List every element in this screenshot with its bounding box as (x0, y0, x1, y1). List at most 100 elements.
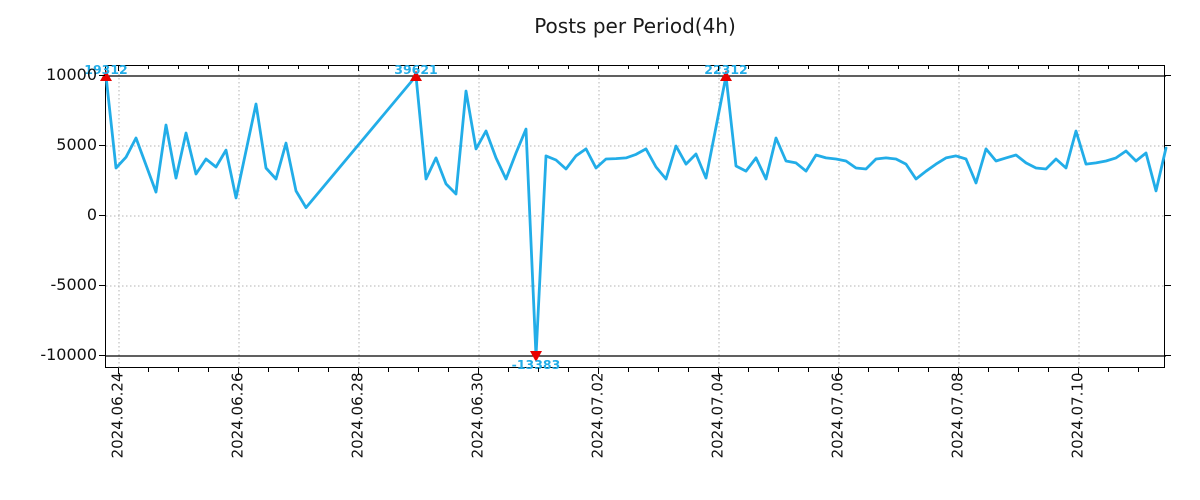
x-minor-tick (807, 368, 809, 372)
y-tick-label: -5000 (50, 275, 98, 294)
x-tick-label: 2024.06.28 (348, 372, 367, 459)
x-top-tick (657, 66, 659, 69)
y-right-tick (1165, 144, 1171, 146)
x-minor-tick (507, 368, 509, 372)
x-minor-tick (447, 368, 449, 372)
x-top-tick (987, 66, 989, 69)
x-top-tick (717, 66, 719, 71)
x-top-tick (237, 66, 239, 71)
data-line (104, 74, 1168, 358)
y-right-tick (1165, 74, 1171, 76)
x-minor-tick (387, 368, 389, 372)
x-top-tick (357, 66, 359, 71)
max-marker-icon (720, 70, 732, 81)
x-top-tick (327, 66, 329, 69)
y-left-tick (99, 214, 105, 216)
x-top-tick (687, 66, 689, 69)
x-major-tick (597, 368, 599, 374)
x-top-tick (1107, 66, 1109, 69)
annotation-value: -13383 (512, 357, 561, 372)
x-tick-label: 2024.07.02 (588, 372, 607, 459)
x-top-tick (1047, 66, 1049, 69)
x-tick-label: 2024.07.06 (828, 372, 847, 459)
x-minor-tick (1107, 368, 1109, 372)
x-minor-tick (747, 368, 749, 372)
x-minor-tick (1017, 368, 1019, 372)
y-left-tick (99, 354, 105, 356)
plot-area: 19312 39621 22312 -13383 (84, 62, 1168, 372)
x-top-tick (837, 66, 839, 71)
x-top-tick (147, 66, 149, 69)
x-minor-tick (207, 368, 209, 372)
x-minor-tick (627, 368, 629, 372)
x-top-tick (747, 66, 749, 69)
x-major-tick (837, 368, 839, 374)
x-major-tick (957, 368, 959, 374)
x-minor-tick (417, 368, 419, 372)
x-top-tick (297, 66, 299, 69)
x-major-tick (117, 368, 119, 374)
x-top-tick (567, 66, 569, 69)
x-major-tick (237, 368, 239, 374)
x-minor-tick (537, 368, 539, 372)
x-major-tick (477, 368, 479, 374)
x-minor-tick (177, 368, 179, 372)
x-tick-label: 2024.06.24 (108, 372, 127, 459)
x-top-tick (957, 66, 959, 71)
x-major-tick (357, 368, 359, 374)
x-minor-tick (987, 368, 989, 372)
x-top-tick (387, 66, 389, 69)
x-top-tick (927, 66, 929, 69)
y-left-tick (99, 284, 105, 286)
x-top-tick (867, 66, 869, 69)
x-tick-label: 2024.07.04 (708, 372, 727, 459)
x-top-tick (417, 66, 419, 69)
x-top-tick (807, 66, 809, 69)
x-tick-label: 2024.07.08 (948, 372, 967, 459)
x-top-tick (897, 66, 899, 69)
x-minor-tick (927, 368, 929, 372)
y-right-tick (1165, 354, 1171, 356)
x-tick-label: 2024.06.30 (468, 372, 487, 459)
x-top-tick (627, 66, 629, 69)
x-top-tick (507, 66, 509, 69)
y-tick-label: 0 (86, 205, 97, 224)
x-top-tick (447, 66, 449, 69)
x-top-tick (537, 66, 539, 69)
x-minor-tick (687, 368, 689, 372)
x-top-tick (597, 66, 599, 71)
x-top-tick (177, 66, 179, 69)
x-minor-tick (567, 368, 569, 372)
max-marker-icon (410, 70, 422, 81)
x-top-tick (207, 66, 209, 69)
x-minor-tick (327, 368, 329, 372)
x-top-tick (777, 66, 779, 69)
y-right-tick (1165, 214, 1171, 216)
annotation-value: 39621 (394, 62, 438, 77)
x-top-tick (267, 66, 269, 69)
x-top-tick (1137, 66, 1139, 69)
y-left-tick (99, 144, 105, 146)
y-tick-label: 10000 (46, 65, 97, 84)
x-major-tick (717, 368, 719, 374)
x-minor-tick (897, 368, 899, 372)
x-major-tick (1077, 368, 1079, 374)
x-minor-tick (1047, 368, 1049, 372)
x-minor-tick (267, 368, 269, 372)
min-marker-icon (530, 351, 542, 362)
x-top-tick (117, 66, 119, 71)
x-minor-tick (657, 368, 659, 372)
x-minor-tick (147, 368, 149, 372)
x-minor-tick (297, 368, 299, 372)
x-minor-tick (1137, 368, 1139, 372)
x-top-tick (1077, 66, 1079, 71)
y-tick-label: -10000 (40, 345, 97, 364)
x-top-tick (1017, 66, 1019, 69)
chart-title: Posts per Period(4h) (534, 14, 736, 38)
y-tick-label: 5000 (56, 135, 97, 154)
x-minor-tick (867, 368, 869, 372)
annotation-value: 22312 (704, 62, 748, 77)
y-right-tick (1165, 284, 1171, 286)
x-tick-label: 2024.06.26 (228, 372, 247, 459)
